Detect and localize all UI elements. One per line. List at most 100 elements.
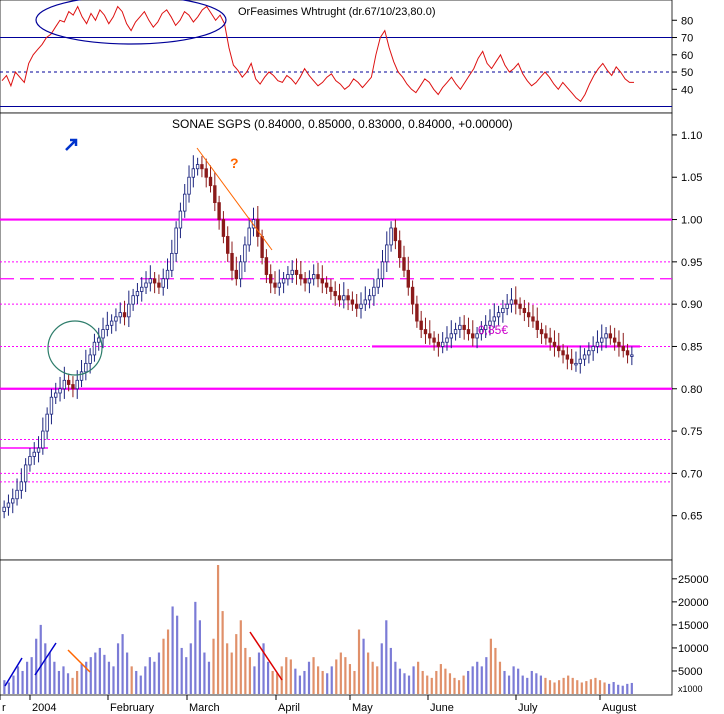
candle-body [178,210,183,229]
volume-bar [594,677,597,694]
volume-bar [617,684,620,694]
volume-bar [307,661,311,694]
rsi-tick-label: 70 [681,33,693,45]
volume-bar [539,675,542,694]
candle-body [565,354,570,360]
volume-bar [53,661,56,694]
candle-body [6,502,11,508]
candle-body [329,286,333,292]
x-tick-label: February [110,702,155,714]
candle-body [131,295,135,305]
candle-body [62,379,67,390]
candle-body [36,447,41,453]
candle-body [471,333,475,339]
volume-bar [44,643,47,694]
volume-bar [412,666,415,694]
rsi-highlight-ellipse [35,0,227,45]
volume-bar [66,673,70,694]
volume-bar [317,666,320,694]
volume-bar [30,657,33,694]
candle-body [342,295,346,301]
candle-body [11,498,15,504]
candle-body [367,295,372,301]
candle-body [221,219,226,237]
volume-bar [389,647,392,694]
candle-body [587,350,591,356]
candle-body [346,295,350,301]
x-axis: r 2004 February March April May June July August [0,695,636,714]
volume-bar [548,680,552,694]
candle-body [561,350,565,356]
candle-body [127,303,131,318]
candle-body [303,278,307,284]
volume-bar [166,629,170,694]
candle-body [518,303,522,309]
candle-body [380,261,385,280]
price-candles [2,155,634,519]
volume-bar [121,634,124,694]
candle-body [428,333,432,339]
price-y-axis: 1.10 1.05 1.00 0.95 0.90 0.85 0.80 0.75 0.70 0.65 [672,130,702,523]
volume-bar [185,657,188,694]
candle-body [612,337,617,343]
volume-bar [344,657,347,694]
volume-bar [462,675,465,694]
volume-trend-3 [67,649,91,673]
candle-body [88,354,92,364]
price-panel: ? 0,85€ SONAE SGPS (0.84000, 0.85000, 0.… [0,112,702,561]
volume-bar [257,652,261,694]
volume-tick-label: 25000 [678,574,709,586]
price-levels [0,218,672,483]
volume-bar [144,666,147,694]
candle-body [625,350,630,356]
candle-body [49,396,54,415]
volume-tick-label: 5000 [678,666,702,678]
price-tick-label: 0.65 [681,511,702,523]
candle-body [294,269,299,275]
candle-body [608,333,613,339]
candle-body [264,257,269,275]
volume-bar [339,652,342,694]
volume-bar [430,677,433,694]
volume-bar [235,634,238,694]
volume-bar [3,680,6,694]
volume-bar [12,675,15,694]
volume-bar [439,664,442,694]
volume-bar [21,670,24,694]
volume-bar [116,643,120,694]
price-tick-label: 0.70 [681,468,702,480]
candle-body [144,282,148,288]
volume-bar [203,652,206,694]
volume-bar [294,668,297,694]
volume-bar [385,620,388,694]
volume-bar [535,673,538,694]
volume-bar [180,647,183,694]
candle-body [170,252,174,271]
candle-body [350,299,355,305]
candle-body [436,341,441,347]
candle-body [535,320,539,330]
candle-body [152,278,157,284]
volume-bar [598,680,602,694]
volume-bar [435,670,438,694]
price-tick-label: 0.85 [681,341,702,353]
volume-bar [62,666,65,694]
candle-body [544,333,548,339]
volume-bar [426,675,429,694]
volume-bar [521,675,524,694]
volume-bar [544,677,547,694]
volume-bar [512,666,515,694]
candle-body [449,333,453,339]
candle-body [600,337,604,343]
candle-body [200,164,204,170]
candle-body [157,282,161,288]
price-tick-label: 0.95 [681,257,702,269]
candle-body [505,303,509,309]
volume-bar [212,638,215,694]
volume-y-axis: 25000 20000 15000 10000 5000 [672,574,709,678]
candle-body [243,244,247,263]
price-tick-label: 0.90 [681,299,702,311]
volume-bar [271,670,274,694]
candle-body [372,286,376,297]
